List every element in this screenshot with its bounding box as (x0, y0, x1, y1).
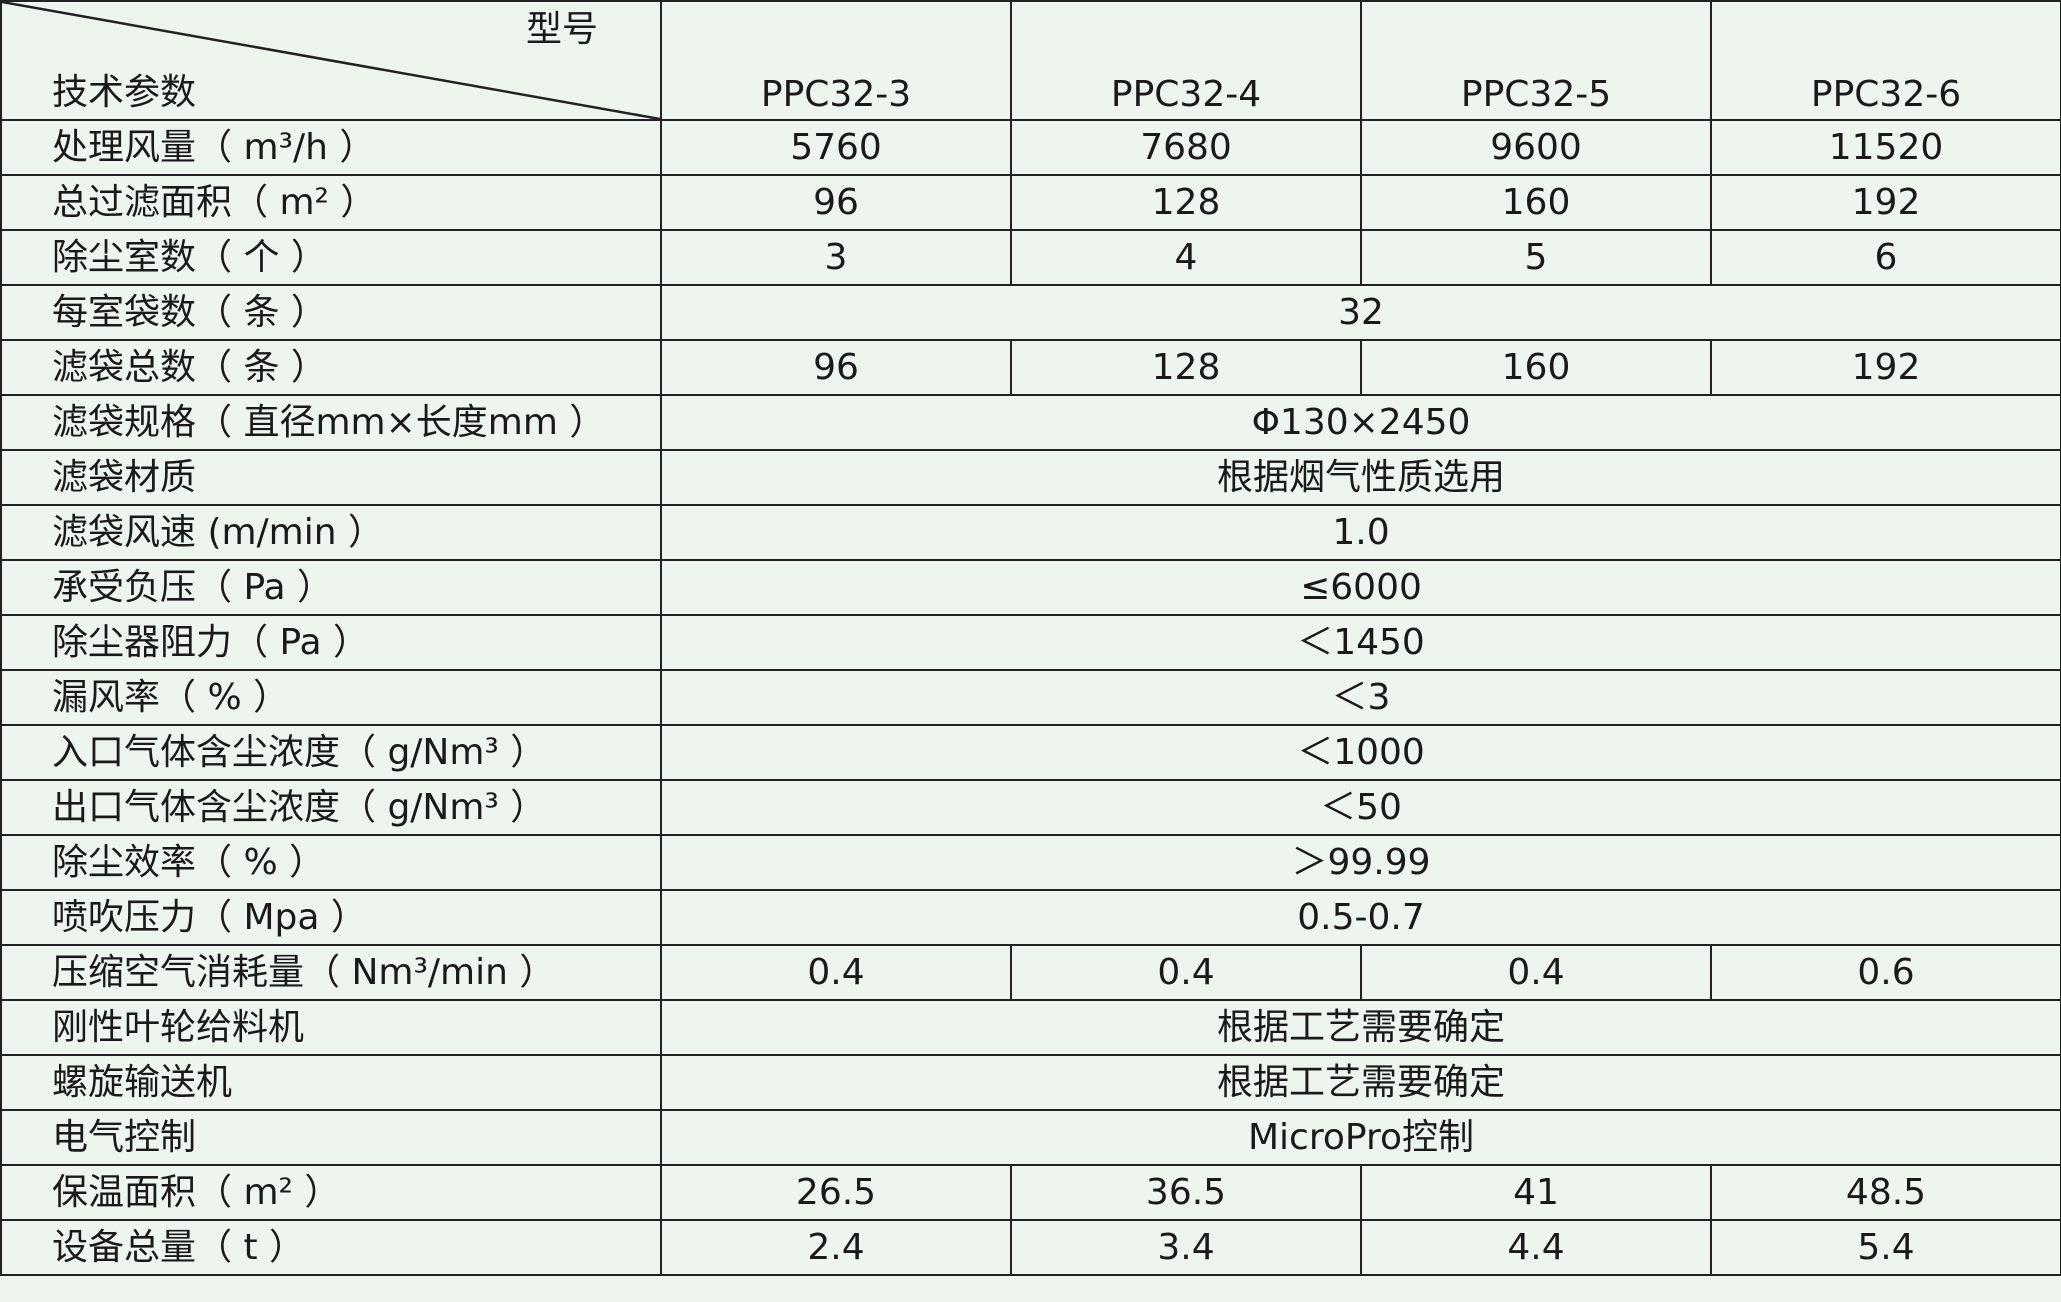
value-cell: 4 (1010, 229, 1362, 286)
parameter-label: 总过滤面积（ m² ） (0, 174, 662, 231)
value-cell: 160 (1360, 339, 1712, 396)
table-row: 每室袋数（ 条 ） 32 (0, 284, 2061, 341)
parameter-label: 出口气体含尘浓度（ g/Nm³ ） (0, 779, 662, 836)
merged-value-cell: 根据烟气性质选用 (660, 449, 2061, 506)
table-row: 滤袋总数（ 条 ） 96 128 160 192 (0, 339, 2061, 396)
parameter-label: 滤袋风速 (m/min ） (0, 504, 662, 561)
parameter-label: 滤袋规格（ 直径mm×长度mm ） (0, 394, 662, 451)
merged-value-cell: ＜1450 (660, 614, 2061, 671)
parameter-label: 螺旋输送机 (0, 1054, 662, 1111)
value-cell: 11520 (1710, 119, 2061, 176)
merged-value-cell: ＜1000 (660, 724, 2061, 781)
merged-value-cell: Φ130×2450 (660, 394, 2061, 451)
table-row: 除尘室数（ 个 ） 3 4 5 6 (0, 229, 2061, 286)
table-row: 处理风量（ m³/h ） 5760 7680 9600 11520 (0, 119, 2061, 176)
table-row: 承受负压（ Pa ） ≤6000 (0, 559, 2061, 616)
table-row: 压缩空气消耗量（ Nm³/min ） 0.4 0.4 0.4 0.6 (0, 944, 2061, 1001)
table-row: 滤袋风速 (m/min ） 1.0 (0, 504, 2061, 561)
value-cell: 0.4 (1360, 944, 1712, 1001)
value-cell: 5.4 (1710, 1219, 2061, 1276)
value-cell: 48.5 (1710, 1164, 2061, 1221)
parameter-label: 除尘器阻力（ Pa ） (0, 614, 662, 671)
table-row: 滤袋材质 根据烟气性质选用 (0, 449, 2061, 506)
value-cell: 41 (1360, 1164, 1712, 1221)
parameter-label: 喷吹压力（ Mpa ） (0, 889, 662, 946)
table-row: 喷吹压力（ Mpa ） 0.5-0.7 (0, 889, 2061, 946)
table-row: 保温面积（ m² ） 26.5 36.5 41 48.5 (0, 1164, 2061, 1221)
value-cell: 3 (660, 229, 1012, 286)
table-row: 除尘器阻力（ Pa ）＜1450 (0, 614, 2061, 671)
value-cell: 5760 (660, 119, 1012, 176)
model-header: PPC32-3 (660, 0, 1012, 121)
merged-value-cell: ＜3 (660, 669, 2061, 726)
table-row: 滤袋规格（ 直径mm×长度mm ） Φ130×2450 (0, 394, 2061, 451)
parameter-label: 滤袋总数（ 条 ） (0, 339, 662, 396)
parameter-label: 刚性叶轮给料机 (0, 999, 662, 1056)
parameter-label: 处理风量（ m³/h ） (0, 119, 662, 176)
merged-value-cell: 根据工艺需要确定 (660, 999, 2061, 1056)
model-header: PPC32-4 (1010, 0, 1362, 121)
parameter-label: 保温面积（ m² ） (0, 1164, 662, 1221)
value-cell: 36.5 (1010, 1164, 1362, 1221)
model-header-label: 型号 (525, 9, 598, 50)
model-header: PPC32-6 (1710, 0, 2061, 121)
table-row: 除尘效率（ % ）＞99.99 (0, 834, 2061, 891)
parameter-label: 压缩空气消耗量（ Nm³/min ） (0, 944, 662, 1001)
value-cell: 6 (1710, 229, 2061, 286)
table-row: 电气控制 MicroPro控制 (0, 1109, 2061, 1166)
value-cell: 9600 (1360, 119, 1712, 176)
parameter-label: 电气控制 (0, 1109, 662, 1166)
merged-value-cell: ＜50 (660, 779, 2061, 836)
parameter-label: 设备总量（ t ） (0, 1219, 662, 1276)
table-row: 入口气体含尘浓度（ g/Nm³ ）＜1000 (0, 724, 2061, 781)
parameter-label: 除尘室数（ 个 ） (0, 229, 662, 286)
parameter-header-label: 技术参数 (52, 72, 197, 113)
value-cell: 192 (1710, 174, 2061, 231)
merged-value-cell: ≤6000 (660, 559, 2061, 616)
table-row: 设备总量（ t ） 2.4 3.4 4.4 5.4 (0, 1219, 2061, 1276)
value-cell: 2.4 (660, 1219, 1012, 1276)
value-cell: 96 (660, 339, 1012, 396)
table-row: 总过滤面积（ m² ） 96 128 160 192 (0, 174, 2061, 231)
value-cell: 0.4 (1010, 944, 1362, 1001)
value-cell: 128 (1010, 174, 1362, 231)
parameter-label: 每室袋数（ 条 ） (0, 284, 662, 341)
value-cell: 160 (1360, 174, 1712, 231)
merged-value-cell: 32 (660, 284, 2061, 341)
table-row: 刚性叶轮给料机 根据工艺需要确定 (0, 999, 2061, 1056)
table-row: 出口气体含尘浓度（ g/Nm³ ）＜50 (0, 779, 2061, 836)
value-cell: 96 (660, 174, 1012, 231)
parameter-label: 漏风率（ % ） (0, 669, 662, 726)
merged-value-cell: 根据工艺需要确定 (660, 1054, 2061, 1111)
diagonal-divider (2, 2, 660, 119)
value-cell: 128 (1010, 339, 1362, 396)
value-cell: 26.5 (660, 1164, 1012, 1221)
value-cell: 0.6 (1710, 944, 2061, 1001)
value-cell: 4.4 (1360, 1219, 1712, 1276)
parameter-label: 除尘效率（ % ） (0, 834, 662, 891)
value-cell: 7680 (1010, 119, 1362, 176)
merged-value-cell: ＞99.99 (660, 834, 2061, 891)
corner-header-cell: 型号 技术参数 (0, 0, 662, 121)
value-cell: 5 (1360, 229, 1712, 286)
merged-value-cell: 1.0 (660, 504, 2061, 561)
value-cell: 0.4 (660, 944, 1012, 1001)
parameter-label: 入口气体含尘浓度（ g/Nm³ ） (0, 724, 662, 781)
parameter-label: 滤袋材质 (0, 449, 662, 506)
model-header: PPC32-5 (1360, 0, 1712, 121)
value-cell: 3.4 (1010, 1219, 1362, 1276)
merged-value-cell: 0.5-0.7 (660, 889, 2061, 946)
table-row: 螺旋输送机 根据工艺需要确定 (0, 1054, 2061, 1111)
value-cell: 192 (1710, 339, 2061, 396)
table-row: 漏风率（ % ）＜3 (0, 669, 2061, 726)
parameter-label: 承受负压（ Pa ） (0, 559, 662, 616)
merged-value-cell: MicroPro控制 (660, 1109, 2061, 1166)
header-row: 型号 技术参数 PPC32-3 PPC32-4 PPC32-5 PPC32-6 (0, 0, 2061, 121)
